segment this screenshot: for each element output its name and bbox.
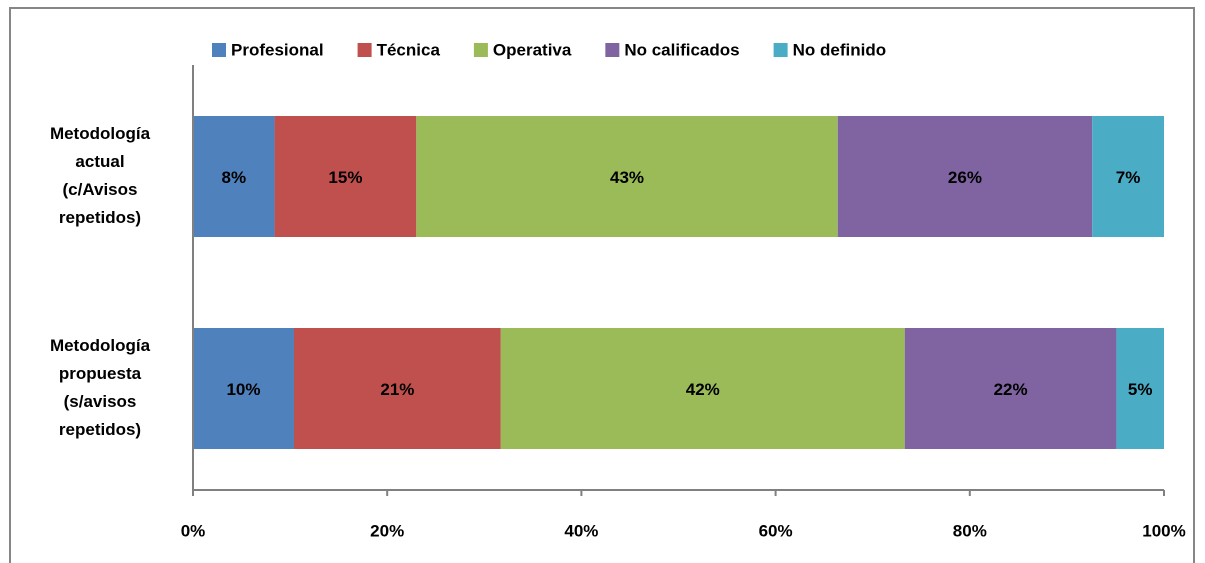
bar-segment	[1092, 116, 1164, 237]
y-tick-label: actual	[75, 152, 124, 171]
bar-segment	[274, 116, 417, 237]
bar-segment	[193, 116, 275, 237]
bar-segment	[293, 328, 501, 449]
data-label: 8%	[221, 168, 246, 187]
bar-segment	[904, 328, 1117, 449]
legend-swatch	[212, 43, 226, 57]
data-label: 21%	[380, 380, 414, 399]
y-tick-label: repetidos)	[59, 420, 141, 439]
legend-label: Profesional	[231, 40, 324, 59]
legend-swatch	[605, 43, 620, 57]
data-label: 42%	[686, 380, 720, 399]
data-label: 15%	[328, 168, 362, 187]
data-label: 26%	[948, 168, 982, 187]
data-label: 7%	[1116, 168, 1141, 187]
x-tick-label: 20%	[370, 521, 404, 540]
data-label: 10%	[226, 380, 260, 399]
y-tick-label: (s/avisos	[64, 392, 137, 411]
bar-segment	[1116, 328, 1164, 449]
bar-segment	[837, 116, 1093, 237]
y-tick-label: propuesta	[59, 364, 142, 383]
legend-label: Operativa	[493, 40, 572, 59]
legend-label: No calificados	[624, 40, 739, 59]
data-label: 43%	[610, 168, 644, 187]
x-tick-label: 40%	[564, 521, 598, 540]
chart-frame	[9, 7, 1195, 563]
legend-swatch	[773, 43, 788, 57]
data-label: 22%	[994, 380, 1028, 399]
legend-swatch	[357, 43, 372, 57]
y-tick-label: (c/Avisos	[63, 180, 138, 199]
x-tick-label: 0%	[181, 521, 206, 540]
y-tick-label: Metodología	[50, 124, 151, 143]
x-tick-label: 60%	[759, 521, 793, 540]
bar-segment	[500, 328, 905, 449]
y-tick-label: Metodología	[50, 336, 151, 355]
bar-segment	[416, 116, 838, 237]
x-tick-label: 100%	[1142, 521, 1185, 540]
legend-label: No definido	[793, 40, 886, 59]
x-tick-label: 80%	[953, 521, 987, 540]
y-tick-label: repetidos)	[59, 208, 141, 227]
data-label: 5%	[1128, 380, 1153, 399]
legend-label: Técnica	[377, 40, 441, 59]
bar-segment	[193, 328, 294, 449]
legend-swatch	[473, 43, 488, 57]
